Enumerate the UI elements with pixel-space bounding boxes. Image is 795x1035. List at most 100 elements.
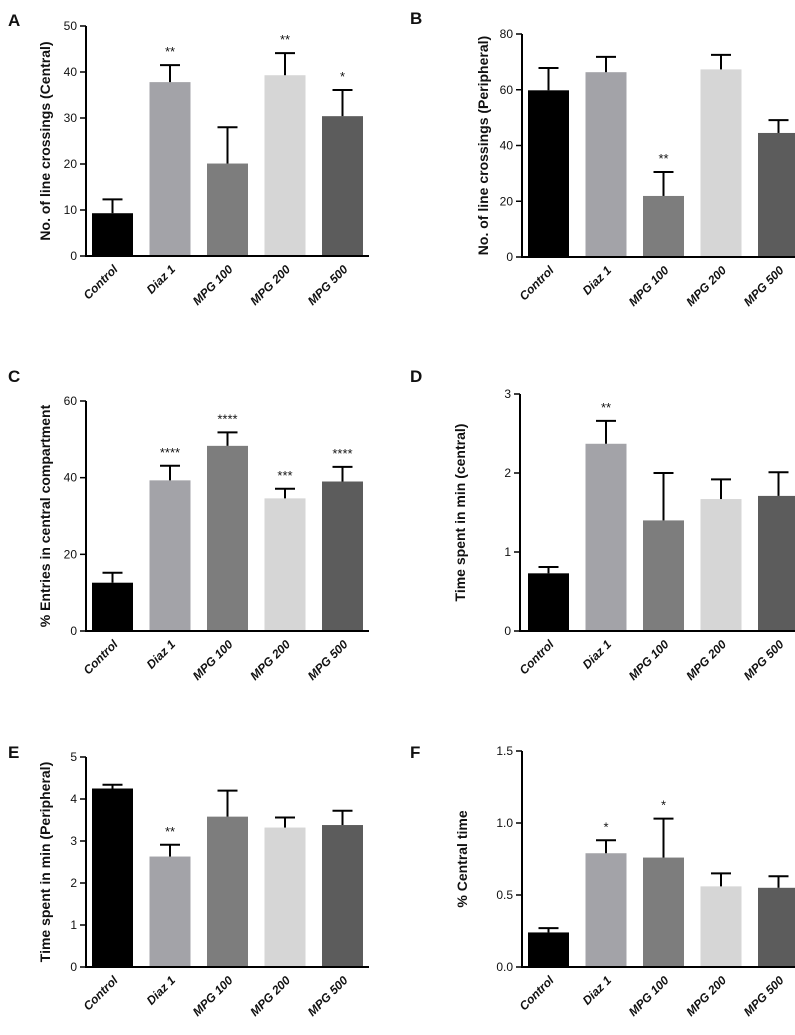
- bar-a-2: [207, 163, 248, 256]
- y-tick-label-5: 5: [70, 750, 77, 764]
- bar-f-3: [700, 886, 742, 967]
- y-tick-label-3: 30: [64, 111, 78, 125]
- y-tick-label-3: 60: [500, 83, 514, 97]
- category-label-2: MPG 100: [190, 973, 236, 1019]
- y-tick-label-3: 3: [504, 387, 511, 401]
- y-tick-label-0: 0: [70, 249, 77, 263]
- bar-e-1: [149, 856, 191, 967]
- category-label-2: MPG 100: [190, 262, 236, 308]
- bar-c-0: [92, 582, 133, 631]
- bar-e-4: [322, 825, 363, 967]
- significance-label-4: *: [340, 69, 345, 84]
- y-tick-label-2: 2: [70, 876, 77, 890]
- bar-c-1: [149, 480, 191, 631]
- y-tick-label-0: 0: [506, 250, 513, 264]
- chart-panel-c: C % Entries in central compartment Control…: [8, 367, 369, 683]
- category-label-1: Diaz 1: [144, 262, 179, 297]
- y-tick-label-0: 0: [504, 624, 511, 638]
- panel-letter: C: [8, 367, 20, 386]
- significance-label-1: **: [165, 44, 175, 59]
- y-tick-label-2: 40: [500, 139, 514, 153]
- y-tick-label-4: 4: [70, 792, 77, 806]
- bar-a-4: [322, 116, 363, 256]
- significance-label-3: ***: [277, 468, 292, 483]
- y-tick-label-5: 50: [64, 19, 78, 33]
- bar-e-3: [264, 827, 306, 967]
- bar-b-2: [643, 195, 684, 257]
- y-axis-title: Time spent in min (Peripheral): [37, 762, 53, 962]
- bar-d-4: [758, 495, 795, 631]
- significance-label-2: ****: [217, 411, 237, 426]
- panel-letter: B: [410, 9, 422, 28]
- bar-f-0: [528, 932, 569, 967]
- bar-d-0: [528, 573, 569, 631]
- y-tick-label-1: 1: [70, 918, 77, 932]
- category-label-4: MPG 500: [741, 637, 787, 683]
- y-axis-title: % Entries in central compartment: [37, 404, 53, 627]
- bar-f-2: [643, 857, 684, 967]
- significance-label-4: ****: [332, 446, 352, 461]
- bar-f-1: [585, 853, 627, 967]
- bar-c-2: [207, 445, 248, 631]
- category-label-2: MPG 100: [190, 637, 236, 683]
- category-label-2: MPG 100: [626, 973, 672, 1019]
- category-label-3: MPG 200: [247, 262, 293, 308]
- bar-b-1: [585, 72, 627, 257]
- y-tick-label-4: 80: [500, 27, 514, 41]
- significance-label-1: **: [601, 400, 611, 415]
- y-tick-label-3: 3: [70, 834, 77, 848]
- y-tick-label-2: 2: [504, 466, 511, 480]
- bar-c-3: [264, 498, 306, 631]
- y-axis-title: No. of line crossings (Central): [37, 41, 53, 240]
- category-label-0: Control: [81, 637, 122, 678]
- chart-panel-e: E Time spent in min (Peripheral) Control **…: [8, 743, 369, 1019]
- significance-label-2: *: [661, 798, 666, 813]
- bar-a-3: [264, 75, 306, 256]
- bar-e-2: [207, 816, 248, 967]
- bar-b-4: [758, 132, 795, 257]
- bar-a-0: [92, 213, 133, 256]
- panel-letter: D: [410, 367, 422, 386]
- y-tick-label-0: 0.0: [496, 960, 513, 974]
- category-label-4: MPG 500: [741, 263, 787, 309]
- category-label-0: Control: [81, 973, 122, 1014]
- bar-b-0: [528, 90, 569, 258]
- y-tick-label-4: 40: [64, 65, 78, 79]
- category-label-0: Control: [81, 262, 122, 303]
- bar-d-1: [585, 443, 627, 631]
- panel-letter: A: [8, 11, 20, 30]
- y-tick-label-2: 40: [64, 471, 78, 485]
- category-label-3: MPG 200: [683, 637, 729, 683]
- category-label-0: Control: [517, 637, 558, 678]
- category-label-1: Diaz 1: [580, 637, 615, 672]
- category-label-0: Control: [517, 973, 558, 1014]
- y-tick-label-0: 0: [70, 960, 77, 974]
- y-tick-label-1: 20: [64, 547, 78, 561]
- bar-f-4: [758, 887, 795, 967]
- category-label-1: Diaz 1: [144, 973, 179, 1008]
- y-tick-label-3: 60: [64, 394, 78, 408]
- category-label-1: Diaz 1: [580, 973, 615, 1008]
- y-tick-label-1: 20: [500, 194, 514, 208]
- y-axis-title: % Central time: [454, 810, 470, 907]
- bar-b-3: [700, 69, 742, 258]
- y-tick-label-0: 0: [70, 624, 77, 638]
- category-label-3: MPG 200: [683, 973, 729, 1019]
- bar-d-2: [643, 520, 684, 631]
- category-label-0: Control: [517, 263, 558, 304]
- category-label-4: MPG 500: [305, 973, 351, 1019]
- category-label-1: Diaz 1: [144, 637, 179, 672]
- category-label-2: MPG 100: [626, 637, 672, 683]
- category-label-3: MPG 200: [247, 973, 293, 1019]
- y-tick-label-2: 20: [64, 157, 78, 171]
- category-label-4: MPG 500: [741, 973, 787, 1019]
- significance-label-2: **: [658, 151, 668, 166]
- chart-panel-d: D Time spent in min (central) Control ** Dia…: [410, 367, 795, 683]
- y-axis-title: Time spent in min (central): [452, 424, 468, 602]
- panel-letter: F: [410, 743, 420, 762]
- category-label-3: MPG 200: [247, 637, 293, 683]
- significance-label-1: **: [165, 824, 175, 839]
- y-tick-label-1: 10: [64, 203, 78, 217]
